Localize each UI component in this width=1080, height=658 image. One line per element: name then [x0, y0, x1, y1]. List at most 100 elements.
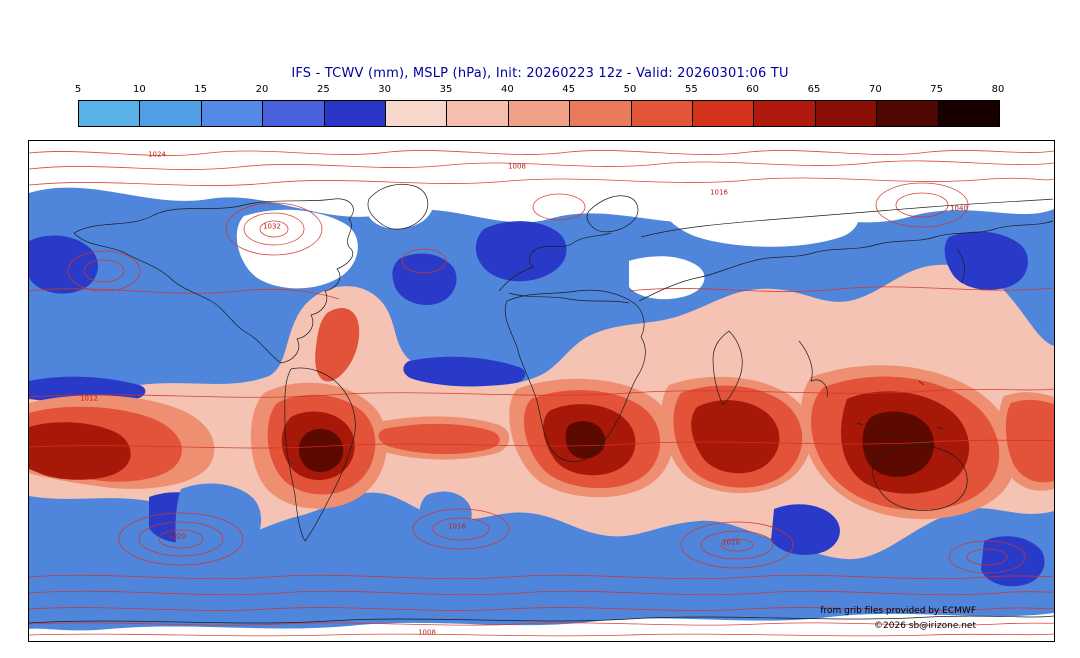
- colorbar-tick-label: 5: [74, 84, 82, 95]
- coastlines-path-84: [798, 340, 828, 398]
- tcwv-shading-path-3: [236, 209, 358, 289]
- mslp-isobars: [29, 150, 1054, 637]
- colorbar-segment-70: [877, 101, 939, 126]
- colorbar-segments: [78, 100, 1000, 127]
- mslp-isobars-path-52: [29, 622, 1054, 626]
- mslp-isobars-path-59: [532, 193, 586, 221]
- mslp-isobars-path-62: [401, 248, 447, 274]
- colorbar-segment-60: [754, 101, 816, 126]
- tcwv-shading-path-28: [378, 423, 500, 455]
- mslp-isobars-path-71: [948, 540, 1026, 574]
- tcwv-shading-path-38: [29, 422, 131, 480]
- mslp-isobars-path-53: [29, 633, 1054, 637]
- colorbar-tick-label: 50: [623, 84, 637, 95]
- tcwv-shading-path-33: [315, 307, 360, 382]
- tcwv-shading-path-36: [691, 400, 780, 474]
- coastlines-path-82: [640, 198, 1054, 238]
- mslp-isobars-path-43: [29, 150, 1054, 156]
- mslp-isobars-path-58: [83, 259, 125, 283]
- mslp-isobars-path-72: [966, 548, 1008, 566]
- colorbar-segment-65: [815, 101, 878, 126]
- tcwv-shading-path-9: [29, 235, 98, 294]
- colorbar-segment-75: [938, 101, 1000, 126]
- map-credits: from grib files provided by ECMWF ©2026 …: [820, 604, 976, 633]
- credit-copyright: ©2026 sb@irizone.net: [874, 620, 976, 631]
- mslp-isobars-path-44: [29, 160, 1054, 170]
- mslp-isobars-path-54: [225, 202, 323, 256]
- coastlines-path-76: [284, 367, 356, 542]
- colorbar-tick-label: 30: [378, 84, 392, 95]
- tcwv-shading-path-10: [944, 231, 1028, 290]
- tcwv-shading-path-8: [475, 221, 567, 282]
- mslp-isobars-path-60: [875, 182, 969, 228]
- coastlines-path-86: [856, 380, 944, 443]
- tcwv-shading-path-5: [367, 173, 435, 229]
- coastlines-path-74: [73, 198, 354, 364]
- tcwv-shading-path-32: [1005, 399, 1054, 483]
- coastlines-path-79: [586, 195, 639, 233]
- mslp-isobars-path-68: [680, 521, 794, 569]
- colorbar-tick-label: 70: [868, 84, 882, 95]
- tcwv-shading-path-16: [981, 536, 1045, 587]
- mslp-isobars-path-61: [895, 192, 949, 218]
- tcwv-shading-path-17: [175, 483, 262, 573]
- mslp-isobars-path-51: [29, 607, 1054, 611]
- colorbar-segment-20: [263, 101, 325, 126]
- colorbar-tick-label: 25: [316, 84, 330, 95]
- mslp-isobars-path-50: [29, 590, 1054, 596]
- mslp-isobars-path-70: [720, 538, 754, 552]
- mslp-isobars-path-57: [67, 250, 141, 292]
- colorbar-tick-label: 45: [562, 84, 576, 95]
- mslp-isobars-path-46: [29, 286, 1054, 300]
- mslp-isobars-path-45: [29, 177, 1054, 186]
- colorbar-tick-label: 20: [255, 84, 269, 95]
- mslp-isobars-path-63: [118, 512, 244, 566]
- mslp-isobars-path-64: [138, 521, 224, 557]
- tcwv-shading-path-4: [661, 184, 859, 247]
- mslp-isobars-path-69: [700, 530, 774, 560]
- colorbar-segment-25: [324, 101, 387, 126]
- tcwv-shading-path-40: [862, 411, 934, 477]
- colorbar-tick-label: 40: [500, 84, 514, 95]
- colorbar-tick-label: 10: [132, 84, 146, 95]
- mslp-isobars-path-56: [259, 220, 289, 238]
- colorbar-tick-label: 80: [991, 84, 1005, 95]
- tcwv-shading-path-15: [771, 504, 840, 555]
- coastlines-path-88: [29, 615, 1054, 624]
- credit-ecmwf: from grib files provided by ECMWF: [820, 606, 976, 617]
- colorbar-tick-label: 55: [684, 84, 698, 95]
- tcwv-shading-path-11: [392, 253, 457, 306]
- colorbar-tick-label: 60: [746, 84, 760, 95]
- coastlines-path-78: [498, 232, 612, 292]
- colorbar-segment-35: [447, 101, 509, 126]
- coastlines-path-81: [638, 220, 1054, 302]
- tcwv-shading-path-18: [419, 491, 472, 537]
- colorbar-segment-15: [201, 101, 264, 126]
- tcwv-shading-path-12: [403, 356, 526, 387]
- colorbar-tick-label: 65: [807, 84, 821, 95]
- mslp-isobars-path-55: [243, 212, 305, 246]
- colorbar-tick-label: 75: [930, 84, 944, 95]
- colorbar-segment-40: [508, 101, 571, 126]
- mslp-isobars-path-48: [29, 439, 1054, 449]
- coastlines: [29, 184, 1054, 624]
- chart-title: IFS - TCWV (mm), MSLP (hPa), Init: 20260…: [291, 66, 789, 81]
- coastlines-path-80: [508, 292, 630, 304]
- mslp-isobars-path-65: [158, 529, 204, 549]
- colorbar-segment-30: [386, 101, 448, 126]
- tcwv-shading: [29, 173, 1054, 631]
- colorbar-segment-10: [140, 101, 202, 126]
- coastlines-path-77: [504, 289, 646, 463]
- mslp-isobars-path-66: [412, 508, 510, 550]
- coastlines-path-75: [367, 184, 429, 230]
- tcwv-shading-path-39: [298, 428, 344, 473]
- mslp-isobars-path-47: [29, 388, 1054, 398]
- colorbar-segment-45: [570, 101, 632, 126]
- mslp-isobars-path-49: [29, 574, 1054, 580]
- colorbar-ticks: 5 10 15 20 25 30 35 40 45 50 55 60 65 70 75 80: [74, 84, 1018, 97]
- map-canvas: [29, 150, 1054, 637]
- colorbar-segment-50: [631, 101, 694, 126]
- world-map: 1024 1032 1008 1016 1040 1012 1020 1016 1020 1008…: [28, 140, 1055, 642]
- colorbar-segment-5: [79, 101, 141, 126]
